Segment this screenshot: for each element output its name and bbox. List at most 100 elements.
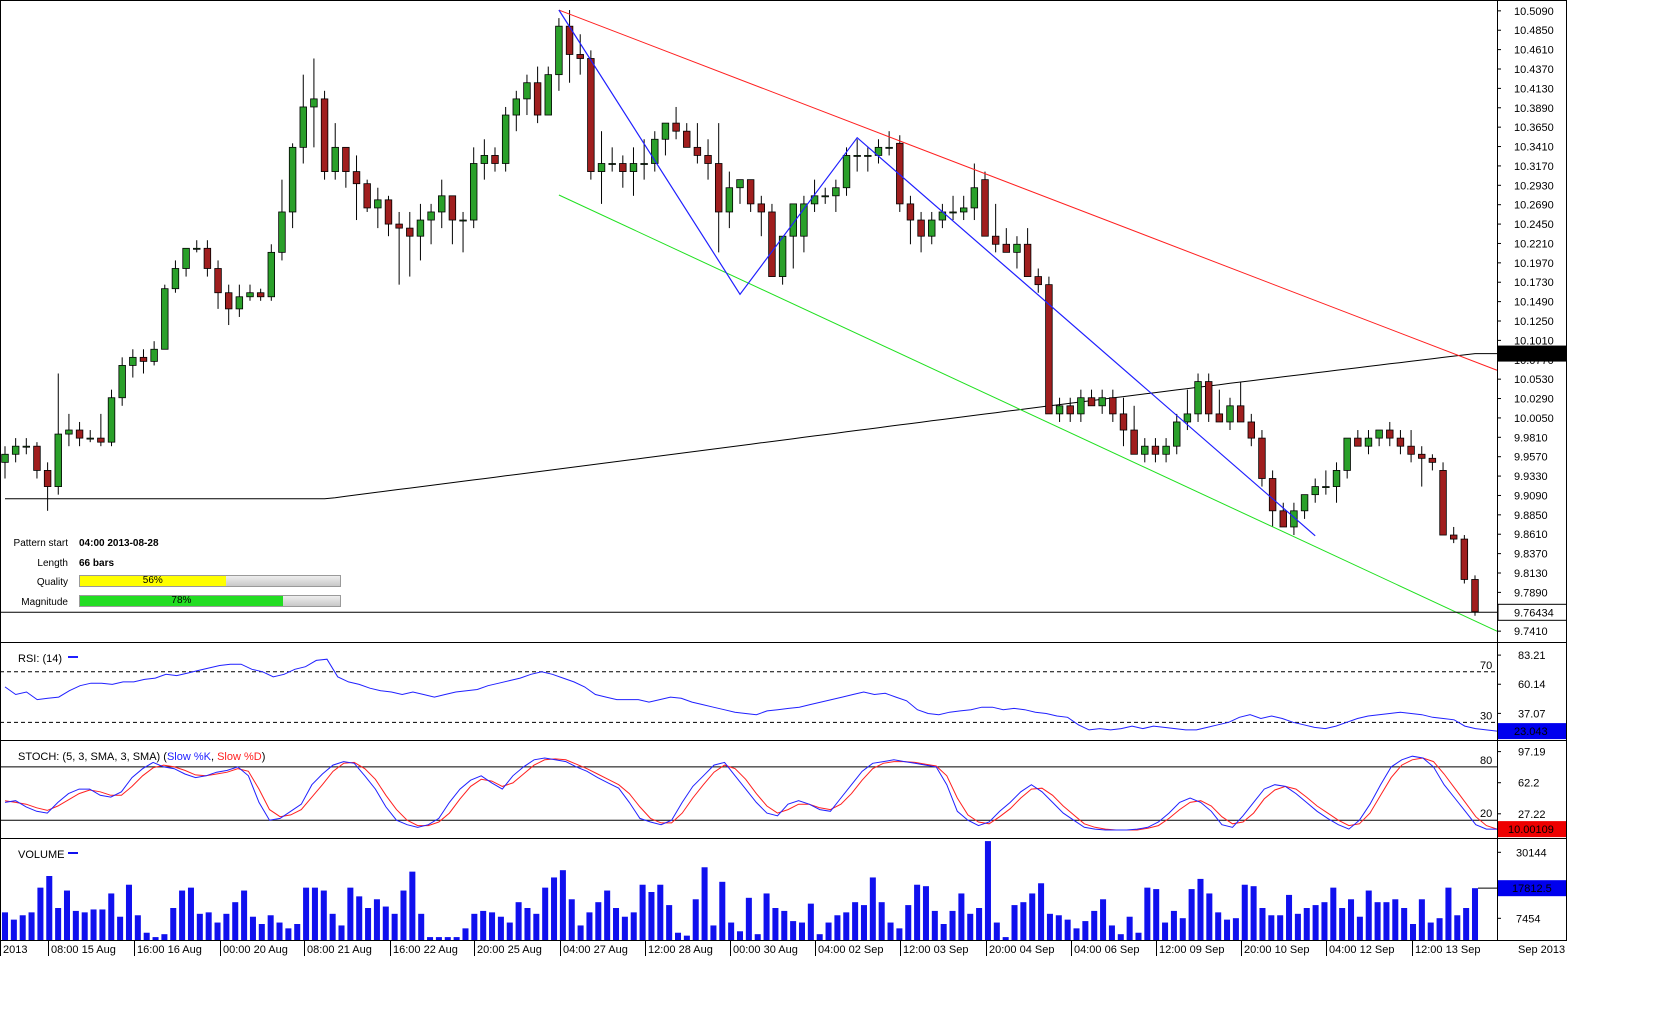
candle [43, 462, 52, 511]
volume-bar [1294, 913, 1301, 940]
bull-candle-body [970, 187, 979, 209]
bull-candle-body [299, 106, 307, 148]
bull-candle-body [480, 155, 489, 164]
volume-bar [559, 870, 566, 940]
price-tick-label: 10.3650 [1514, 122, 1554, 134]
candle [374, 187, 382, 229]
volume-bar [967, 913, 974, 940]
candle [683, 123, 691, 148]
volume-bar [940, 924, 947, 940]
candle [629, 147, 638, 196]
chart-svg: 10.5090 10.4850 10.4610 10.4370 10.4130 10.38… [0, 0, 1567, 956]
volume-bar [1348, 899, 1355, 940]
volume-bar [1162, 922, 1169, 940]
candle [1151, 438, 1160, 463]
candle [288, 143, 297, 229]
volume-bar [161, 934, 168, 940]
bull-candle-body [86, 437, 94, 440]
bear-candle-body [1045, 284, 1053, 415]
volume-bar [223, 913, 230, 940]
volume-bar [976, 908, 983, 940]
candle [810, 179, 819, 212]
volume-bar [515, 902, 522, 940]
volume-bar [1206, 893, 1213, 940]
stoch-legend-sep: , [211, 751, 217, 763]
volume-bar [205, 912, 212, 940]
volume-bar [427, 937, 434, 940]
price-tick-label: 9.9330 [1514, 471, 1548, 483]
bear-candle-body [1407, 445, 1415, 455]
candle [107, 389, 116, 447]
bull-candle-body [959, 207, 968, 213]
candle [1236, 381, 1245, 423]
volume-bar [179, 890, 186, 940]
candle [1396, 430, 1405, 455]
volume-bar [1427, 922, 1434, 940]
volume-bar [604, 890, 611, 940]
bear-candle-body [1066, 405, 1074, 415]
volume-bar [187, 887, 194, 940]
bear-candle-body [1279, 510, 1287, 528]
candle [235, 284, 244, 317]
bull-candle-body [512, 98, 521, 116]
bull-candle-body [171, 268, 180, 290]
candle [576, 34, 584, 75]
price-tick-label: 9.9090 [1514, 490, 1548, 502]
price-tick-label: 10.0050 [1514, 413, 1554, 425]
price-tick-label: 10.1490 [1514, 297, 1554, 309]
volume-bar [382, 906, 389, 940]
bear-candle-body [746, 179, 755, 205]
volume-bar [896, 928, 903, 940]
price-tick-label: 10.4610 [1514, 45, 1554, 57]
time-axis-label: 12:00 13 Sep [1415, 944, 1480, 956]
candle [1354, 430, 1362, 447]
bear-candle-body [768, 211, 776, 277]
bear-candle-body [1439, 470, 1447, 536]
time-axis-label: 16:00 16 Aug [137, 944, 202, 956]
price-tick-label: 9.8130 [1514, 568, 1548, 580]
bull-candle-body [278, 211, 286, 253]
quality-label: Quality [36, 577, 68, 588]
bull-candle-body [438, 195, 446, 213]
volume-bar [125, 884, 132, 940]
bear-candle-body [683, 130, 691, 148]
bear-candle-body [342, 146, 350, 172]
volume-bar [984, 841, 991, 940]
bull-candle-body [459, 219, 467, 222]
candle [1439, 462, 1447, 536]
volume-bar [630, 912, 637, 940]
volume-bar [10, 919, 17, 940]
candle [1034, 268, 1042, 293]
volume-bar [852, 902, 859, 940]
bear-candle-body [97, 437, 105, 443]
bear-candle-body [693, 146, 702, 156]
volume-bar [285, 928, 292, 940]
candle [1077, 389, 1085, 422]
bear-candle-body [917, 219, 925, 237]
volume-bar [914, 884, 921, 940]
pattern-start-label: Pattern start [13, 538, 68, 549]
volume-bar [37, 887, 44, 940]
candle [512, 90, 521, 132]
bear-candle-body [363, 183, 371, 209]
bull-candle-body [1162, 445, 1170, 455]
candle [533, 66, 542, 124]
candle [1, 446, 9, 479]
volume-bar [1303, 908, 1310, 940]
volume-bar [480, 910, 487, 940]
volume-bar [232, 902, 239, 940]
candle [97, 413, 105, 447]
volume-bar [710, 925, 717, 940]
candle [757, 195, 766, 237]
candle [746, 179, 755, 212]
volume-bar [249, 916, 256, 940]
volume-bar [887, 922, 894, 940]
volume-bar [338, 925, 345, 940]
magnitude-bar: 78% [79, 595, 341, 607]
length-value: 66 bars [79, 558, 115, 569]
price-tick-label: 10.3170 [1514, 161, 1554, 173]
volume-bar [303, 887, 310, 940]
bull-candle-body [1290, 510, 1298, 528]
candle [1332, 462, 1341, 503]
volume-bar [90, 909, 97, 940]
